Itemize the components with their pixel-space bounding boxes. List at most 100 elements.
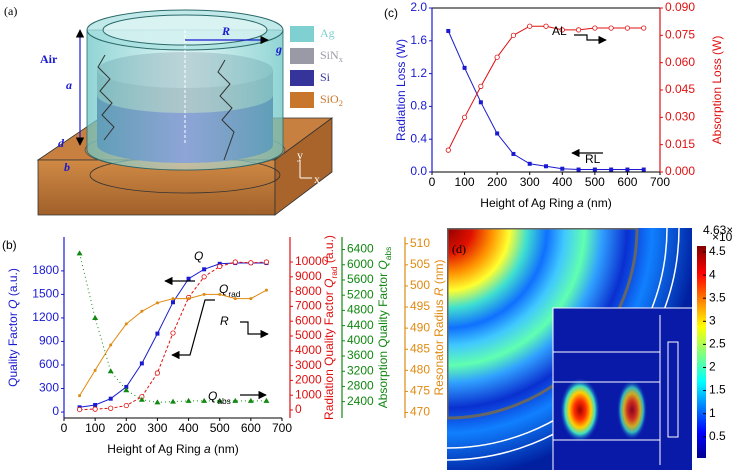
y-tick-label: 495 [410,299,430,313]
data-point [494,54,500,60]
legend: Ag SiNx Si SiO2 [290,26,344,109]
label-g: g [275,42,282,56]
label-r: R [221,24,230,38]
y-tick-label: 2000 [295,373,322,387]
x-tick-label: 100 [455,175,475,189]
data-point [625,167,630,172]
series-line [79,261,267,411]
y-tick-label: 600 [39,357,59,371]
panel-label: (a) [4,4,17,18]
y-tick-label: 4000 [295,343,322,357]
series-annotation-part: R [220,314,229,328]
legend-label: SiO2 [320,92,343,109]
y-tick-label: 300 [39,381,59,395]
y-axis-title-part: Q [322,279,336,288]
colorbar-ticks: 0.5 1 1.5 2 2.5 3 3.5 4 4.5 [703,244,726,443]
plot-frame [431,7,661,173]
x-tick-label: 200 [487,175,507,189]
y-tick-label: 0.045 [665,82,695,96]
series-annotation-part: Q [208,389,217,403]
legend-label-part: 2 [339,99,343,108]
data-point [462,65,467,70]
y-tick-label: 4000 [347,333,374,347]
data-point [187,297,191,301]
y-tick-label: 2800 [347,379,374,393]
series-annotation-part: abs [217,396,231,406]
colorbar-tick-label: 2.5 [709,337,726,351]
colorbar-tick-label: 1.5 [709,383,726,397]
y-tick-label: 0.030 [665,110,695,124]
data-point [575,27,582,33]
y-axis-title-part: (nm) [432,259,446,287]
series-line [447,30,644,170]
label-y: y [297,148,303,162]
y-axis-title-part: Absorption Quality Factor [376,270,390,409]
data-point [171,300,175,305]
x-tick-label: 700 [650,175,670,189]
x-tick-label: 0 [429,175,436,189]
legend-swatch [290,70,314,86]
series-annotation: Q [194,249,203,263]
legend-swatch [290,26,314,42]
inset-mode [560,378,600,442]
panel-label: (b) [2,238,17,252]
data-point [201,397,208,403]
y-tick-label: 2400 [347,394,374,408]
y-axis-title: Radiation Loss (W) [394,39,408,141]
data-point [107,368,114,374]
x-tick-label: 600 [617,175,637,189]
colorbar-tick-label: 3 [709,313,716,327]
y-tick-label: 0.8 [410,99,427,113]
y-tick-label: 7000 [295,299,322,313]
y-tick-label: 5200 [347,287,374,301]
y-tick-label: 8000 [295,284,322,298]
y-tick-label: 0 [52,404,59,418]
y-tick-label: 4800 [347,303,374,317]
legend-label-part: SiN [320,48,339,62]
data-point [264,288,268,292]
y-tick-label: 5600 [347,272,374,286]
y-axis-title: Quality Factor Q (a.u.) [6,268,20,387]
data-point [76,250,83,256]
series-annotation-part: RL [585,152,601,166]
y-tick-label: 1000 [295,387,322,401]
colorbar-tick-label: 4.5 [709,244,726,258]
data-point [510,32,517,38]
x-axis-title-part: Height of Ag Ring [107,442,204,456]
data-point [559,27,565,33]
y-tick-label: 470 [410,405,430,419]
data-point [641,167,646,172]
y-tick-label: 480 [410,362,430,376]
legend-label: SiNx [320,48,344,65]
y-tick-label: 475 [410,384,430,398]
data-point [202,292,206,296]
colorbar [697,246,706,458]
panel-label: (c) [384,6,398,20]
y-tick-label: 9000 [295,269,322,283]
label-x: x [314,172,320,186]
x-axis-title-part: (nm) [584,196,612,210]
data-point [592,25,598,31]
series-line [447,25,644,151]
data-point [560,166,565,171]
x-axis-title-part: Height of Ag Ring [480,196,577,210]
y-axis-title-part: abs [383,247,393,261]
data-point [139,361,144,366]
y-tick-label: 3600 [347,348,374,362]
label-b: b [64,160,70,174]
data-point [140,309,144,313]
y-tick-label: 5000 [295,328,322,342]
data-point [93,368,97,372]
label-d: d [58,136,65,150]
data-point [233,297,237,301]
data-point [263,397,270,403]
annotation-arrow [240,321,269,339]
y-axis-title: Resonator Radius R (nm) [432,259,446,395]
data-point [123,387,130,393]
data-point [108,396,113,401]
data-point [544,164,548,169]
y-tick-label: 485 [410,341,430,355]
colorbar-unit: ×10⁴ [712,230,732,244]
y-tick-label: 1500 [32,287,59,301]
y-tick-label: 3200 [347,363,374,377]
